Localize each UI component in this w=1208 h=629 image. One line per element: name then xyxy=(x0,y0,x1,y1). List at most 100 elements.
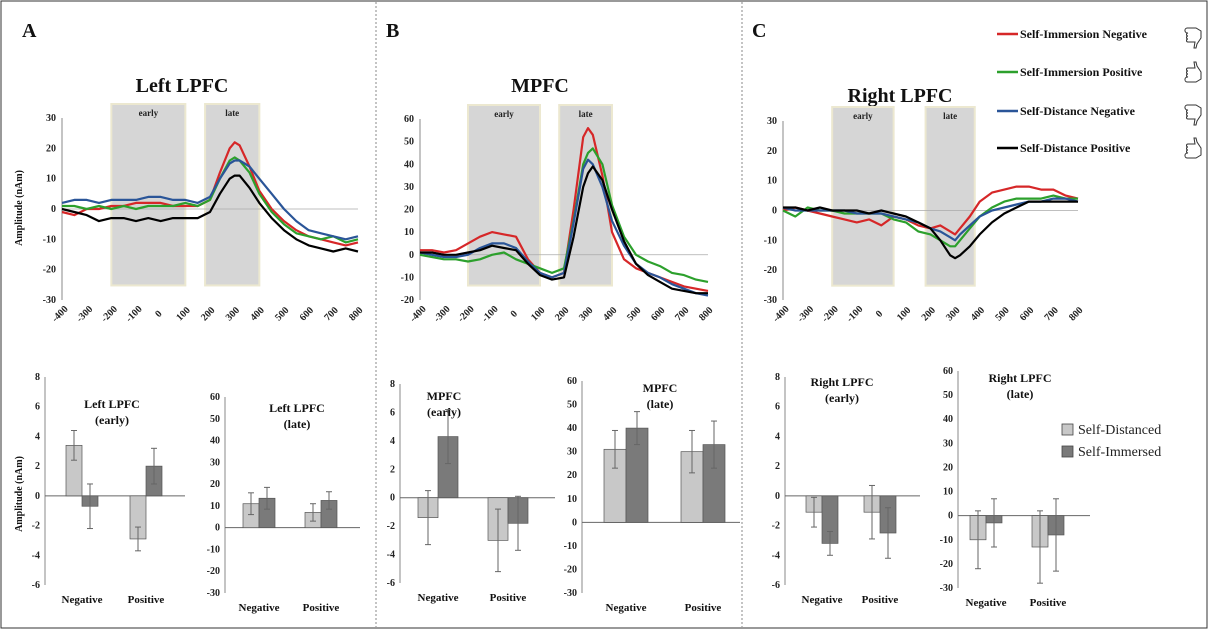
y-tick-label: 0 xyxy=(390,493,395,504)
thumbs-up-icon xyxy=(1184,61,1202,83)
y-tick-label: -2 xyxy=(772,521,780,532)
y-tick-label: -30 xyxy=(43,295,56,306)
bar-b-early-title: MPFC xyxy=(427,389,462,403)
y-tick-label: 4 xyxy=(390,436,395,447)
y-tick-label: 50 xyxy=(567,400,577,411)
x-tick-label: 600 xyxy=(298,305,316,323)
x-tick-label: 700 xyxy=(322,305,340,323)
bar-b-late-title: MPFC xyxy=(643,381,678,395)
y-tick-label: 10 xyxy=(210,501,220,512)
x-tick-label: -200 xyxy=(99,304,120,325)
time-window-early xyxy=(110,103,187,287)
x-tick-label: 400 xyxy=(248,305,266,323)
y-tick-label: 50 xyxy=(210,414,220,425)
bar-b-late-subtitle: (late) xyxy=(647,397,674,411)
legend-label-self-distanced: Self-Distanced xyxy=(1078,423,1161,438)
x-tick-label: -100 xyxy=(480,304,501,325)
y-tick-label: 30 xyxy=(46,113,56,124)
bar-chart-a-early-ylabel: Amplitude (nAm) xyxy=(14,456,25,532)
x-tick-label: 100 xyxy=(895,305,913,323)
category-label: Positive xyxy=(128,594,165,606)
category-label: Negative xyxy=(62,594,103,606)
y-tick-label: 0 xyxy=(51,204,56,215)
legend-label-si-neg: Self-Immersion Negative xyxy=(1020,27,1148,41)
series-line-0 xyxy=(782,185,1079,236)
bar-chart-a-early: -6 -4 -2 0 2 4 6 8 Negative Positive xyxy=(32,372,185,606)
y-tick-label: 0 xyxy=(35,491,40,502)
category-label: Negative xyxy=(606,602,647,614)
legend-label-sd-neg: Self-Distance Negative xyxy=(1020,104,1136,118)
bar-chart-b-early: -6 -4 -2 0 2 4 6 8 Negative Positive xyxy=(387,379,555,604)
y-tick-label: 30 xyxy=(210,457,220,468)
y-tick-label: 10 xyxy=(404,227,414,238)
time-window-early xyxy=(831,106,895,287)
bar-chart-c-early: -6 -4 -2 0 2 4 6 8 Negative Positive xyxy=(772,372,920,606)
y-tick-label: -6 xyxy=(387,578,395,589)
series-line-3 xyxy=(783,200,1078,260)
x-tick-label: 700 xyxy=(1042,305,1060,323)
legend-swatch-self-immersed xyxy=(1061,445,1074,458)
y-tick-label: 20 xyxy=(210,479,220,490)
y-tick-label: 60 xyxy=(404,114,414,125)
y-tick-label: -10 xyxy=(207,544,220,555)
bar-chart-b-late: -30 -20 -10 0 10 20 30 40 50 60 Negative Positive xyxy=(564,376,740,614)
y-tick-label: -10 xyxy=(764,235,777,246)
bar-b-early-subtitle: (early) xyxy=(427,405,461,419)
y-tick-label: 2 xyxy=(775,461,780,472)
bar-c-late-title: Right LPFC xyxy=(989,371,1052,385)
y-tick-label: 20 xyxy=(943,462,953,473)
bar-a-late-subtitle: (late) xyxy=(284,417,311,431)
y-tick-label: 8 xyxy=(35,372,40,383)
x-tick-label: 400 xyxy=(969,305,987,323)
y-tick-label: 6 xyxy=(390,407,395,418)
y-tick-label: 60 xyxy=(567,376,577,387)
category-label: Positive xyxy=(1030,597,1067,609)
y-tick-label: 10 xyxy=(567,494,577,505)
x-tick-label: -300 xyxy=(75,304,96,325)
y-tick-label: 20 xyxy=(404,205,414,216)
y-tick-label: -4 xyxy=(387,550,395,561)
y-tick-label: -4 xyxy=(32,550,40,561)
category-label: Negative xyxy=(966,597,1007,609)
x-tick-label: 500 xyxy=(993,305,1011,323)
x-tick-label: 300 xyxy=(944,305,962,323)
y-tick-label: 8 xyxy=(775,372,780,383)
x-tick-label: 300 xyxy=(224,305,242,323)
y-tick-label: 20 xyxy=(46,143,56,154)
line-chart-c-title: Right LPFC xyxy=(848,85,953,107)
x-tick-label: 700 xyxy=(673,305,691,323)
bar-c-late-subtitle: (late) xyxy=(1007,387,1034,401)
x-tick-label: 100 xyxy=(174,305,192,323)
y-tick-label: -20 xyxy=(401,295,414,306)
x-tick-label: 800 xyxy=(1067,305,1085,323)
time-window-early xyxy=(467,104,541,287)
category-label: Negative xyxy=(239,602,280,614)
y-tick-label: -20 xyxy=(940,559,953,570)
thumbs-down-icon xyxy=(1184,27,1202,49)
category-label: Negative xyxy=(802,594,843,606)
x-tick-label: 200 xyxy=(553,305,571,323)
y-tick-label: 40 xyxy=(943,414,953,425)
bar-c-early-subtitle: (early) xyxy=(825,391,859,405)
y-tick-label: 6 xyxy=(775,402,780,413)
x-tick-label: 600 xyxy=(649,305,667,323)
x-tick-label: -400 xyxy=(408,304,429,325)
y-tick-label: -20 xyxy=(43,265,56,276)
x-tick-label: -200 xyxy=(820,304,841,325)
time-window-label: early xyxy=(494,109,514,119)
x-tick-label: 100 xyxy=(529,305,547,323)
category-label: Positive xyxy=(490,592,527,604)
category-label: Negative xyxy=(418,592,459,604)
category-label: Positive xyxy=(303,602,340,614)
y-tick-label: 20 xyxy=(767,146,777,157)
x-tick-label: 500 xyxy=(625,305,643,323)
time-window-late xyxy=(924,106,976,287)
y-tick-label: -10 xyxy=(43,234,56,245)
y-tick-label: 20 xyxy=(567,470,577,481)
y-tick-label: 0 xyxy=(772,206,777,217)
line-chart-b-title: MPFC xyxy=(511,75,569,97)
line-legend: Self-Immersion Negative Self-Immersion P… xyxy=(997,27,1202,159)
x-tick-label: 0 xyxy=(874,309,885,320)
